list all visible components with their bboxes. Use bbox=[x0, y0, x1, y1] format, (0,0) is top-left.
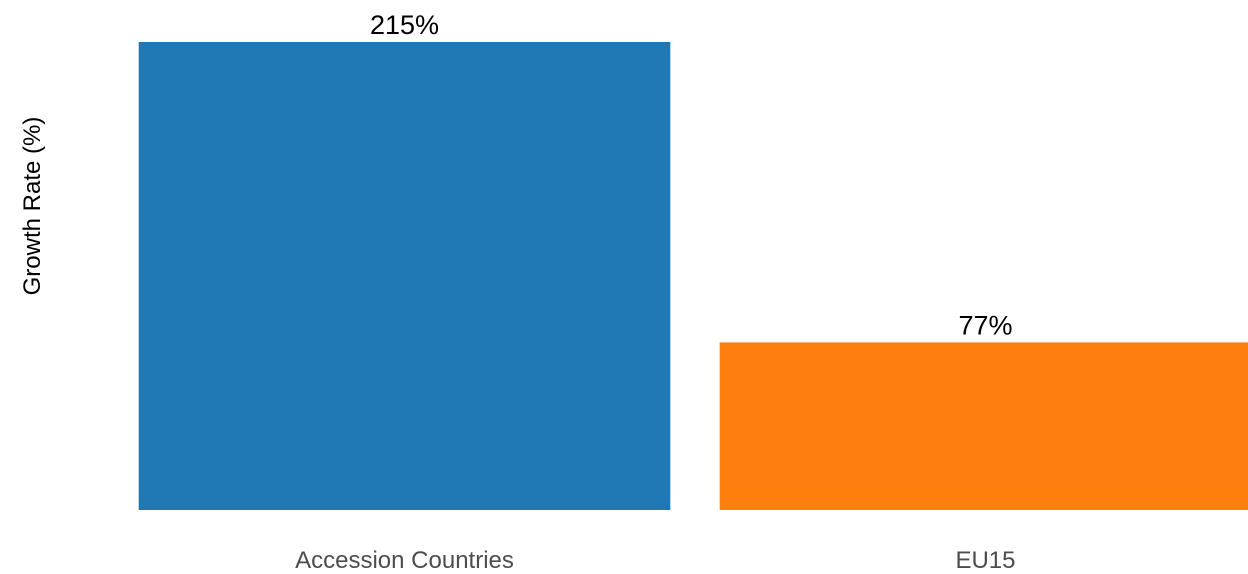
value-label-1: 77% bbox=[958, 310, 1012, 340]
bars-group bbox=[138, 42, 1248, 510]
y-axis-label: Growth Rate (%) bbox=[19, 117, 46, 296]
x-tick-label-1: EU15 bbox=[955, 547, 1015, 574]
bar-1 bbox=[719, 342, 1248, 510]
x-tick-labels-group: Accession Countries EU15 bbox=[295, 547, 1015, 574]
value-labels-group: 215% 77% bbox=[370, 10, 1013, 340]
value-label-0: 215% bbox=[370, 10, 439, 40]
x-tick-label-0: Accession Countries bbox=[295, 547, 514, 574]
bar-0 bbox=[138, 42, 671, 510]
